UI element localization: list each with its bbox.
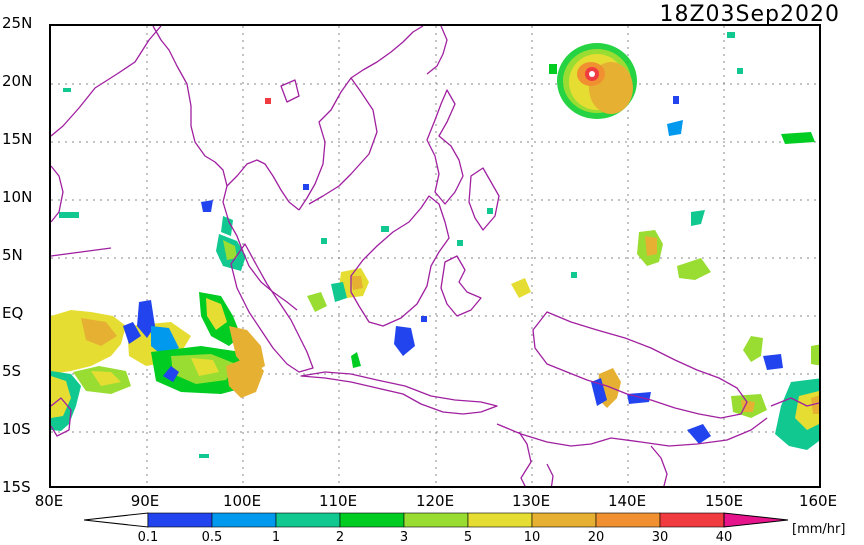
rain-borneo (307, 268, 415, 368)
rain-indian-ocean (51, 300, 264, 431)
lon-label-150e: 150E (704, 492, 744, 510)
colorbar-tick: 10 (523, 530, 541, 545)
colorbar-tick: 20 (587, 530, 605, 545)
colorbar-swatches (147, 512, 725, 528)
lat-label-5n: 5N (2, 246, 23, 264)
lat-label-15n: 15N (2, 130, 33, 148)
map-canvas (51, 26, 819, 486)
precipitation-areas (51, 32, 819, 458)
map-timestamp: 18Z03Sep2020 (659, 2, 840, 27)
colorbar-swatch (595, 512, 661, 528)
colorbar-tick: 1 (271, 530, 281, 545)
colorbar-units: [mm/hr] (792, 522, 846, 537)
colorbar-tick: 0.5 (201, 530, 223, 545)
rain-new-guinea (511, 278, 711, 444)
colorbar-low-arrow (84, 512, 149, 528)
rain-scattered-cells (59, 32, 743, 458)
colorbar-high-arrow (723, 512, 789, 528)
colorbar-swatch (339, 512, 405, 528)
lon-label-80e: 80E (34, 492, 64, 510)
precipitation-colorbar (84, 512, 789, 528)
colorbar-tick: 40 (715, 530, 733, 545)
lon-label-90e: 90E (130, 492, 160, 510)
lon-label-130e: 130E (511, 492, 551, 510)
lon-label-120e: 120E (415, 492, 455, 510)
colorbar-swatch (467, 512, 533, 528)
colorbar-swatch (531, 512, 597, 528)
precipitation-map (49, 24, 821, 488)
lon-label-110e: 110E (318, 492, 358, 510)
rain-west-pacific (637, 120, 819, 450)
colorbar-swatch (659, 512, 725, 528)
lat-label-5s: 5S (2, 362, 22, 380)
colorbar-tick: 3 (399, 530, 409, 545)
lat-label-eq: EQ (2, 304, 24, 322)
lat-label-10n: 10N (2, 188, 33, 206)
lat-label-10s: 10S (2, 420, 31, 438)
lat-label-25n: 25N (2, 14, 33, 32)
colorbar-swatch (211, 512, 277, 528)
rain-sumatra (199, 200, 265, 374)
colorbar-swatch (147, 512, 213, 528)
colorbar-tick: 2 (335, 530, 345, 545)
colorbar-tick: 0.1 (137, 530, 159, 545)
colorbar-tick: 30 (651, 530, 669, 545)
colorbar-swatch (275, 512, 341, 528)
typhoon-rain-band (549, 43, 637, 119)
lon-label-160e: 160E (798, 492, 838, 510)
lat-label-15s: 15S (2, 478, 31, 496)
colorbar-tick: 5 (463, 530, 473, 545)
lon-label-140e: 140E (607, 492, 647, 510)
coastlines (51, 26, 819, 486)
lat-label-20n: 20N (2, 72, 33, 90)
lon-label-100e: 100E (222, 492, 262, 510)
colorbar-swatch (403, 512, 469, 528)
